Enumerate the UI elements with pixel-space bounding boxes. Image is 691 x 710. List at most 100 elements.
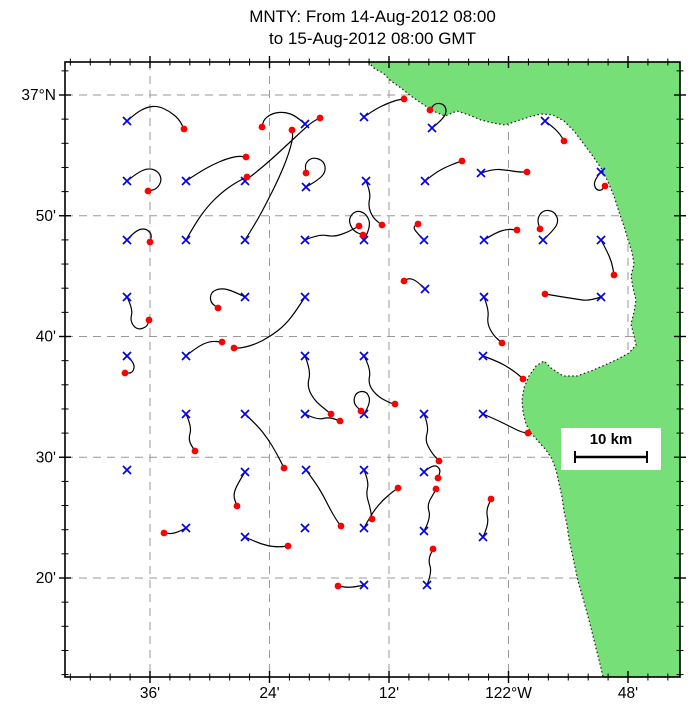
start-marker-x [181, 409, 191, 419]
start-marker-x [596, 235, 606, 245]
end-marker-dot [337, 522, 345, 530]
y-tick-label: 37°N [21, 87, 56, 104]
start-marker-x [478, 351, 488, 361]
trajectory-path [483, 228, 518, 241]
end-marker-dot [434, 474, 442, 482]
trajectory-path [537, 209, 559, 241]
end-marker-dot [610, 271, 618, 279]
start-marker-x [122, 351, 132, 361]
start-marker-x [478, 409, 488, 419]
start-marker-x [122, 465, 132, 475]
trajectory-path [365, 180, 383, 226]
start-marker-x [420, 176, 430, 186]
end-marker-dot [230, 344, 238, 352]
end-marker-dot [487, 495, 495, 503]
trajectory-path [600, 239, 615, 276]
trajectory-path [363, 355, 396, 405]
trajectory-path [363, 98, 405, 118]
end-marker-dot [524, 429, 532, 437]
y-tick-label: 30' [36, 449, 56, 466]
start-marker-x [122, 292, 132, 302]
start-marker-x [538, 235, 548, 245]
trajectory-path [544, 120, 565, 142]
end-marker-dot [368, 515, 376, 523]
x-tick-label: 48' [618, 685, 638, 702]
scale-bar-backing [561, 428, 661, 470]
start-marker-x [181, 235, 191, 245]
axes-box [64, 61, 681, 678]
start-marker-x [301, 182, 311, 192]
start-marker-x [427, 123, 437, 133]
end-marker-dot [601, 182, 609, 190]
end-marker-dot [258, 123, 266, 131]
end-marker-dot [513, 226, 521, 234]
start-marker-x [540, 116, 550, 126]
start-marker-x [301, 465, 311, 475]
start-marker-x [419, 526, 429, 536]
end-marker-dot [355, 222, 363, 230]
start-marker-x [240, 292, 250, 302]
trajectory-path [426, 548, 434, 586]
end-marker-dot [146, 238, 154, 246]
end-marker-dot [429, 545, 437, 553]
end-marker-dot [121, 369, 129, 377]
start-marker-x [300, 409, 310, 419]
end-marker-dot [243, 173, 251, 181]
trajectory-path [593, 171, 606, 191]
trajectory-path [363, 469, 373, 520]
end-marker-dot [242, 153, 250, 161]
end-marker-dot [327, 410, 335, 418]
y-tick-label: 40' [36, 329, 56, 346]
trajectory-path [305, 469, 342, 527]
start-marker-x [300, 119, 310, 129]
start-marker-x [479, 235, 489, 245]
start-marker-x [300, 523, 310, 533]
end-marker-dot [519, 375, 527, 383]
trajectory-path [233, 471, 246, 507]
trajectory-path [423, 465, 441, 479]
end-marker-dot [280, 464, 288, 472]
trajectory-path [423, 413, 440, 462]
end-marker-dot [560, 137, 568, 145]
trajectory-path [185, 340, 223, 357]
start-marker-x [476, 168, 486, 178]
start-marker-x [359, 112, 369, 122]
trajectory-path [429, 102, 447, 129]
x-tick-label: 12' [379, 685, 399, 702]
trajectory-path [126, 228, 152, 243]
trajectory-path [261, 111, 306, 128]
trajectory-path [482, 498, 492, 538]
end-marker-dot [432, 485, 440, 493]
trajectory-path [304, 355, 332, 415]
end-marker-dot [541, 290, 549, 298]
trajectory-path [304, 225, 360, 241]
trajectory-path [244, 536, 289, 548]
start-marker-x [300, 351, 310, 361]
trajectory-path [185, 176, 248, 241]
start-marker-x [122, 235, 132, 245]
end-marker-dot [458, 157, 466, 165]
end-marker-dot [191, 447, 199, 455]
start-marker-x [359, 523, 369, 533]
end-marker-dot [284, 542, 292, 550]
start-marker-x [359, 465, 369, 475]
trajectory-path [185, 413, 196, 452]
trajectory-path [423, 488, 437, 532]
start-marker-x [596, 167, 606, 177]
start-marker-x [181, 523, 191, 533]
start-marker-x [181, 176, 191, 186]
trajectory-path [403, 278, 426, 290]
start-marker-x [419, 467, 429, 477]
trajectory-path [209, 288, 246, 309]
end-marker-dot [336, 417, 344, 425]
end-marker-dot [391, 400, 399, 408]
start-marker-x [240, 235, 250, 245]
end-marker-dot [357, 407, 365, 415]
trajectory-path [424, 160, 463, 182]
start-marker-x [359, 351, 369, 361]
start-marker-x [240, 532, 250, 542]
trajectory-path [348, 210, 371, 241]
trajectory-path [124, 355, 135, 374]
